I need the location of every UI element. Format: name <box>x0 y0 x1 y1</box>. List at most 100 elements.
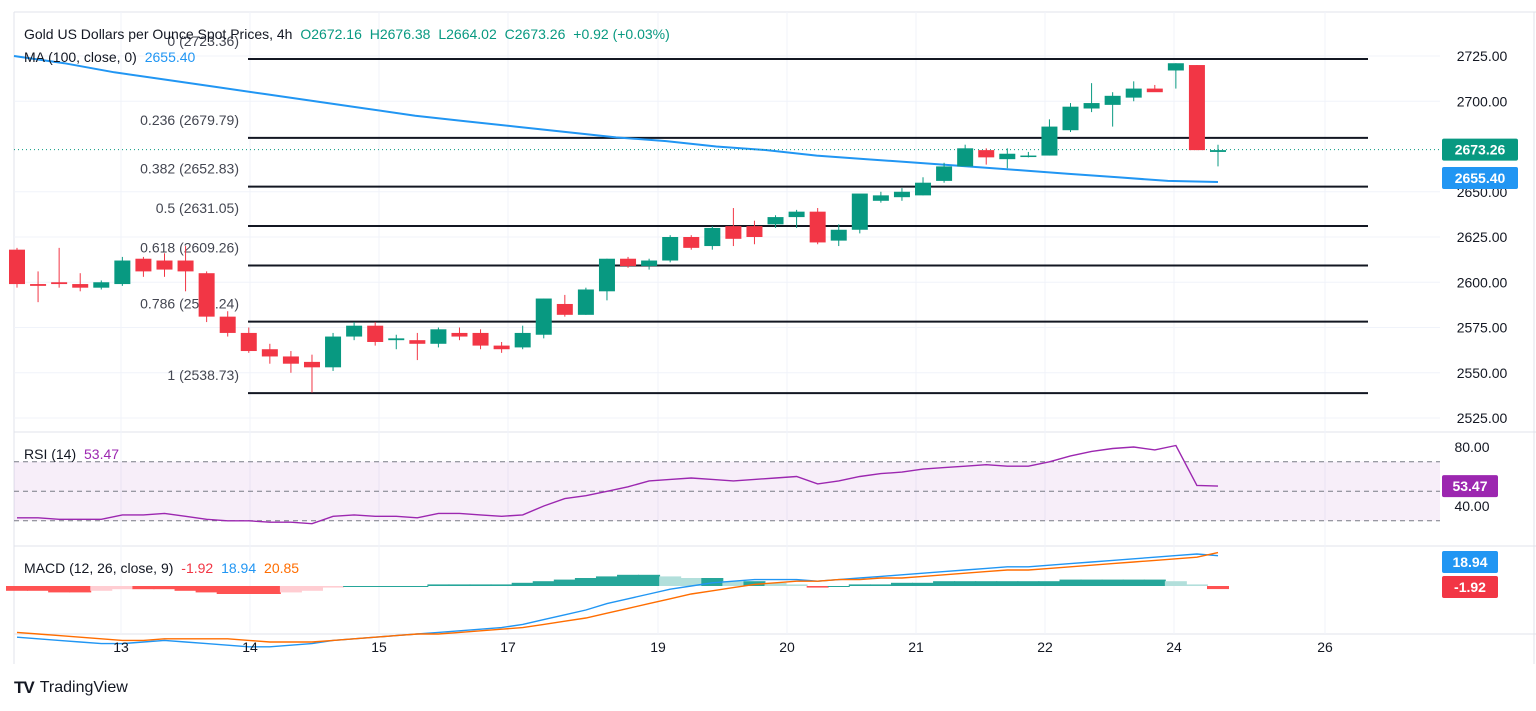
macd-histogram-bar <box>27 586 50 591</box>
macd-histogram-bar <box>1101 579 1124 586</box>
candle-body <box>1167 63 1184 71</box>
candle-body <box>514 332 531 348</box>
candle-body <box>556 303 573 315</box>
candle-body <box>93 282 110 288</box>
candle-body <box>809 211 826 243</box>
macd-histogram-bar <box>1038 581 1061 586</box>
rsi-tick-label: 80.00 <box>1454 439 1489 455</box>
macd-value-badge-bg <box>1442 551 1498 573</box>
ma-value: 2655.40 <box>144 49 196 65</box>
macd-histogram-bar <box>553 579 576 586</box>
macd-histogram-bar <box>1207 586 1229 590</box>
macd-histogram-bar <box>132 586 155 590</box>
macd-histogram-bar <box>385 586 408 587</box>
macd-histogram-bar <box>617 574 640 586</box>
candle-body <box>114 260 131 285</box>
ohlc-high: H2676.38 <box>369 26 431 42</box>
macd-label: MACD (12, 26, close, 9) <box>24 560 174 576</box>
macd-hist-badge: -1.92 <box>1454 579 1486 595</box>
price-legend: Gold US Dollars per Ounce Spot Prices, 4… <box>24 26 674 42</box>
macd-histogram-bar <box>1017 581 1040 586</box>
macd-histogram-bar <box>659 576 682 586</box>
candle-body <box>409 340 426 344</box>
candle-body <box>915 182 932 196</box>
candle-body <box>1146 88 1163 93</box>
macd-histogram-bar <box>1080 579 1103 586</box>
macd-histogram-bar <box>69 586 92 593</box>
candle-body <box>261 349 278 357</box>
ohlc-low: L2664.02 <box>438 26 497 42</box>
macd-histogram-bar <box>574 578 597 586</box>
macd-pane[interactable] <box>6 551 1229 648</box>
macd-histogram-bar <box>701 578 724 586</box>
macd-histogram-bar <box>6 586 28 591</box>
macd-histogram-bar <box>933 581 956 586</box>
last-price-badge-bg <box>1442 138 1518 161</box>
candle-body <box>156 260 173 270</box>
candle-body <box>1210 150 1226 152</box>
macd-histogram-bar <box>1143 579 1166 586</box>
fib-level-label: 0 (2723.36) <box>167 33 239 49</box>
price-pane[interactable]: 0 (2723.36) 0.236 (2679.79) 0.382 (2652.83… <box>9 33 1440 395</box>
macd-histogram-bar <box>111 586 134 590</box>
tradingview-icon: TV <box>14 678 35 697</box>
candle-body <box>620 258 637 266</box>
macd-histogram-bar <box>785 584 808 586</box>
x-tick-label: 19 <box>650 639 666 655</box>
macd-histogram-bar <box>890 582 913 586</box>
macd-histogram-bar <box>258 586 281 594</box>
y-tick-label: 2700.00 <box>1457 93 1508 109</box>
macd-histogram-bar <box>427 584 450 586</box>
candle-body <box>240 332 257 352</box>
candle-body <box>978 150 995 158</box>
axis-layer: 13 14 15 17 19 20 21 22 24 26 2525.00 2550.00 2575.0… <box>113 48 1518 655</box>
macd-histogram-bar <box>595 576 618 586</box>
candle-body <box>493 345 510 350</box>
macd-histogram-bar <box>532 581 555 586</box>
candle-body <box>683 237 700 248</box>
macd-histogram-bar <box>216 586 239 594</box>
candle-body <box>9 249 25 285</box>
candle-body <box>135 258 152 272</box>
ma-value-badge-bg <box>1442 166 1518 189</box>
x-tick-label: 14 <box>242 639 258 655</box>
candle-body <box>388 338 405 341</box>
macd-histogram-bar <box>406 586 429 587</box>
macd-histogram-bar <box>764 582 787 586</box>
candle-body <box>1104 95 1121 105</box>
candle-body <box>177 260 194 272</box>
macd-histogram-bar <box>806 586 829 588</box>
candle-body <box>282 356 299 364</box>
y-tick-label: 2550.00 <box>1457 365 1508 381</box>
candle-body <box>346 325 363 337</box>
fib-level-label: 1 (2538.73) <box>167 367 239 383</box>
candle-body <box>198 273 215 317</box>
macd-histogram-bar <box>90 586 113 591</box>
y-tick-label: 2625.00 <box>1457 229 1508 245</box>
rsi-value-badge: 53.47 <box>1452 478 1487 494</box>
macd-histogram-bar <box>174 586 197 591</box>
macd-histogram-bar <box>954 581 977 586</box>
macd-histogram-bar <box>743 581 766 586</box>
candle-body <box>725 226 742 239</box>
candle-body <box>577 289 594 315</box>
candle-body <box>1062 106 1079 131</box>
fib-level-label: 0.786 (2578.24) <box>140 296 239 312</box>
x-tick-label: 24 <box>1166 639 1182 655</box>
x-tick-label: 22 <box>1037 639 1053 655</box>
tradingview-logo[interactable]: TV TradingView <box>14 678 128 698</box>
macd-histogram-bar <box>322 586 345 588</box>
macd-histogram-bar <box>996 581 1019 586</box>
rsi-pane[interactable] <box>14 444 1440 525</box>
x-tick-label: 15 <box>371 639 387 655</box>
candle-body <box>303 361 320 368</box>
candle-body <box>1083 103 1100 109</box>
candle-body <box>1125 88 1142 98</box>
macd-histogram-bar <box>1122 579 1145 586</box>
macd-line <box>16 553 1219 648</box>
x-tick-label: 26 <box>1317 639 1333 655</box>
symbol-title: Gold US Dollars per Ounce Spot Prices, 4… <box>24 26 293 42</box>
x-tick-label: 20 <box>779 639 795 655</box>
candle-body <box>641 260 658 266</box>
